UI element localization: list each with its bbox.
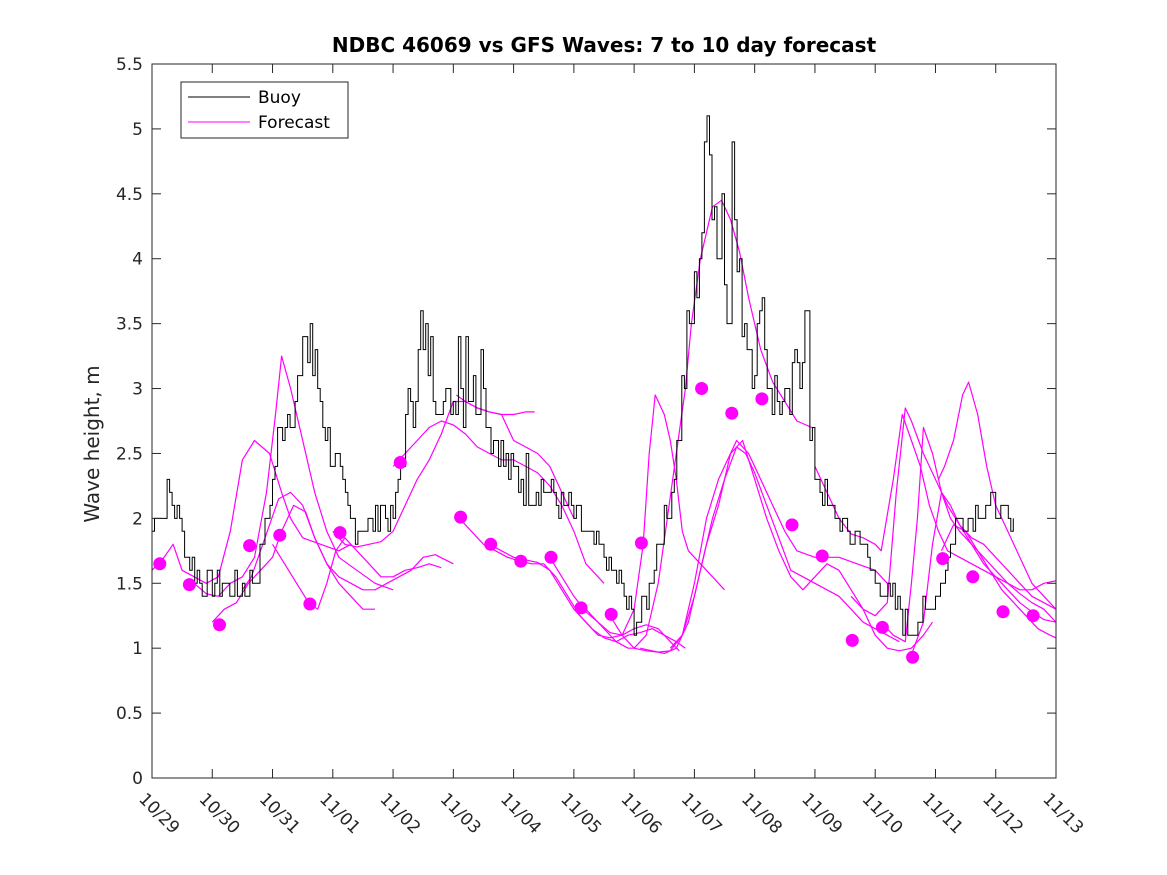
- y-axis-label: Wave height, m: [80, 365, 104, 522]
- forecast-marker: [243, 539, 257, 553]
- forecast-marker: [906, 650, 920, 664]
- forecast-marker: [604, 607, 618, 621]
- y-tick-label: 5: [132, 120, 143, 140]
- forecast-line: [241, 491, 454, 591]
- forecast-marker: [875, 620, 889, 634]
- y-tick-label: 1: [132, 639, 143, 659]
- legend-forecast-label: Forecast: [258, 113, 330, 133]
- forecast-marker: [454, 510, 468, 524]
- forecast-marker: [634, 536, 648, 550]
- forecast-line: [669, 439, 933, 652]
- forecast-marker: [273, 528, 287, 542]
- forecast-marker: [303, 597, 317, 611]
- forecast-line: [850, 407, 1056, 617]
- forecast-marker: [695, 382, 709, 395]
- y-tick-label: 0: [132, 769, 143, 789]
- forecast-line: [814, 413, 1056, 591]
- y-tick-label: 2: [132, 509, 143, 529]
- forecast-line: [152, 439, 352, 584]
- forecast-marker: [182, 578, 196, 592]
- legend-buoy-label: Buoy: [258, 88, 301, 108]
- forecast-marker: [936, 552, 950, 566]
- forecast-marker: [333, 526, 347, 540]
- y-tick-label: 2.5: [116, 444, 143, 464]
- forecast-marker: [845, 633, 859, 647]
- forecast-line: [640, 446, 900, 655]
- y-tick-label: 5.5: [116, 55, 143, 75]
- forecast-line: [880, 426, 1056, 643]
- y-tick-label: 4: [132, 250, 143, 270]
- forecast-line: [271, 537, 442, 610]
- y-tick-label: 1.5: [116, 574, 143, 594]
- forecast-marker: [966, 570, 980, 584]
- forecast-line: [185, 355, 394, 597]
- forecast-marker: [514, 554, 528, 568]
- forecast-marker: [153, 557, 167, 571]
- forecast-line: [940, 524, 1056, 639]
- forecast-marker: [725, 406, 739, 420]
- forecast-marker: [755, 392, 769, 406]
- y-axis: 0 0.5 1 1.5 2 2.5 3 3.5 4 4.5 5 5.5: [116, 55, 1056, 789]
- y-tick-label: 3.5: [116, 315, 143, 335]
- plot-background: [152, 64, 1056, 778]
- buoy-series: [152, 115, 1014, 636]
- forecast-marker: [213, 618, 226, 632]
- forecast-marker: [1026, 609, 1040, 623]
- y-tick-label: 3: [132, 380, 143, 400]
- forecast-marker: [574, 601, 588, 615]
- forecast-markers: [153, 382, 1040, 664]
- forecast-marker: [544, 550, 558, 564]
- plot-area: [151, 63, 1057, 779]
- forecast-marker: [484, 537, 498, 551]
- forecast-marker: [815, 549, 829, 563]
- forecast-line: [937, 381, 1056, 610]
- legend: Buoy Forecast: [180, 81, 349, 139]
- legend-box: [180, 81, 349, 139]
- axes-box: [151, 63, 1057, 779]
- buoy-line: [152, 115, 1014, 636]
- chart-title: NDBC 46069 vs GFS Waves: 7 to 10 day for…: [332, 33, 877, 57]
- y-tick-label: 0.5: [116, 704, 143, 724]
- forecast-marker: [393, 456, 407, 469]
- y-tick-label: 4.5: [116, 185, 143, 205]
- forecast-marker: [996, 605, 1010, 619]
- forecast-marker: [785, 518, 799, 532]
- forecast-line: [455, 394, 535, 416]
- forecast-line: [549, 394, 725, 636]
- forecast-line: [579, 199, 813, 649]
- forecast-line: [458, 517, 686, 649]
